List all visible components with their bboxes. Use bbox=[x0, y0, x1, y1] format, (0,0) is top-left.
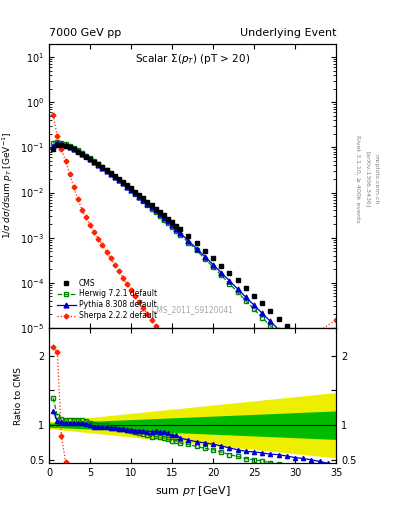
Y-axis label: $1/\sigma\;d\sigma/d\mathrm{sum}\;p_T\;[\mathrm{GeV}^{-1}]$: $1/\sigma\;d\sigma/d\mathrm{sum}\;p_T\;[… bbox=[0, 132, 15, 240]
Sherpa 2.2.2 default bbox=[165, 340, 170, 346]
Sherpa 2.2.2 default bbox=[63, 158, 68, 164]
Y-axis label: Ratio to CMS: Ratio to CMS bbox=[14, 367, 23, 424]
Sherpa 2.2.2 default bbox=[174, 351, 178, 357]
Legend: CMS, Herwig 7.2.1 default, Pythia 8.308 default, Sherpa 2.2.2 default: CMS, Herwig 7.2.1 default, Pythia 8.308 … bbox=[53, 275, 161, 324]
CMS bbox=[202, 248, 207, 254]
Sherpa 2.2.2 default bbox=[133, 293, 138, 299]
Line: Sherpa 2.2.2 default: Sherpa 2.2.2 default bbox=[51, 113, 338, 443]
Pythia 8.308 default bbox=[325, 376, 330, 382]
Sherpa 2.2.2 default bbox=[141, 305, 146, 311]
Line: CMS: CMS bbox=[51, 142, 338, 374]
Sherpa 2.2.2 default bbox=[92, 229, 97, 235]
Sherpa 2.2.2 default bbox=[149, 317, 154, 323]
Sherpa 2.2.2 default bbox=[100, 242, 105, 248]
Herwig 7.2.1 default bbox=[227, 281, 232, 287]
Pythia 8.308 default bbox=[100, 165, 105, 171]
Pythia 8.308 default bbox=[121, 180, 125, 186]
Sherpa 2.2.2 default bbox=[235, 427, 240, 433]
Sherpa 2.2.2 default bbox=[227, 418, 232, 424]
Sherpa 2.2.2 default bbox=[112, 262, 117, 268]
Pythia 8.308 default bbox=[51, 143, 55, 149]
Sherpa 2.2.2 default bbox=[116, 268, 121, 274]
Sherpa 2.2.2 default bbox=[55, 133, 60, 139]
Sherpa 2.2.2 default bbox=[75, 196, 80, 202]
CMS bbox=[227, 270, 232, 276]
Sherpa 2.2.2 default bbox=[260, 429, 264, 435]
Sherpa 2.2.2 default bbox=[108, 255, 113, 261]
CMS bbox=[51, 146, 55, 153]
Sherpa 2.2.2 default bbox=[194, 378, 199, 384]
Sherpa 2.2.2 default bbox=[72, 184, 76, 190]
Sherpa 2.2.2 default bbox=[276, 425, 281, 431]
Sherpa 2.2.2 default bbox=[59, 146, 64, 152]
Herwig 7.2.1 default bbox=[121, 180, 125, 186]
Sherpa 2.2.2 default bbox=[301, 338, 306, 345]
Pythia 8.308 default bbox=[116, 177, 121, 183]
CMS bbox=[116, 176, 121, 182]
Sherpa 2.2.2 default bbox=[104, 248, 109, 254]
Text: CMS_2011_S9120041: CMS_2011_S9120041 bbox=[152, 305, 233, 314]
Text: Rivet 3.1.10, ≥ 400k events: Rivet 3.1.10, ≥ 400k events bbox=[356, 135, 361, 223]
Sherpa 2.2.2 default bbox=[145, 311, 150, 317]
Sherpa 2.2.2 default bbox=[153, 323, 158, 329]
CMS bbox=[55, 142, 60, 148]
Text: mcplots.cern.ch: mcplots.cern.ch bbox=[373, 154, 378, 204]
CMS bbox=[334, 368, 338, 374]
Sherpa 2.2.2 default bbox=[211, 399, 215, 405]
Herwig 7.2.1 default bbox=[51, 140, 55, 146]
Sherpa 2.2.2 default bbox=[129, 287, 134, 293]
Sherpa 2.2.2 default bbox=[88, 222, 92, 228]
Sherpa 2.2.2 default bbox=[158, 329, 162, 335]
Text: Scalar $\Sigma(p_T)$ (pT > 20): Scalar $\Sigma(p_T)$ (pT > 20) bbox=[135, 52, 250, 66]
Text: [arXiv:1306.3436]: [arXiv:1306.3436] bbox=[365, 151, 371, 207]
Sherpa 2.2.2 default bbox=[79, 206, 84, 212]
Herwig 7.2.1 default bbox=[55, 139, 60, 145]
Pythia 8.308 default bbox=[334, 385, 338, 391]
Sherpa 2.2.2 default bbox=[121, 274, 125, 281]
CMS bbox=[121, 179, 125, 185]
Sherpa 2.2.2 default bbox=[96, 236, 101, 242]
Herwig 7.2.1 default bbox=[325, 383, 330, 390]
Sherpa 2.2.2 default bbox=[202, 389, 207, 395]
Sherpa 2.2.2 default bbox=[170, 346, 174, 352]
Herwig 7.2.1 default bbox=[334, 392, 338, 398]
Sherpa 2.2.2 default bbox=[162, 334, 166, 340]
Sherpa 2.2.2 default bbox=[334, 317, 338, 323]
Sherpa 2.2.2 default bbox=[51, 112, 55, 118]
Herwig 7.2.1 default bbox=[202, 255, 207, 262]
CMS bbox=[325, 361, 330, 367]
Pythia 8.308 default bbox=[202, 253, 207, 260]
X-axis label: sum $p_T$ [GeV]: sum $p_T$ [GeV] bbox=[155, 484, 230, 498]
Sherpa 2.2.2 default bbox=[285, 407, 289, 413]
Sherpa 2.2.2 default bbox=[219, 409, 224, 415]
Text: 7000 GeV pp: 7000 GeV pp bbox=[49, 28, 121, 38]
Sherpa 2.2.2 default bbox=[137, 299, 141, 305]
Sherpa 2.2.2 default bbox=[125, 281, 129, 287]
Herwig 7.2.1 default bbox=[116, 177, 121, 183]
Sherpa 2.2.2 default bbox=[268, 439, 273, 445]
Sherpa 2.2.2 default bbox=[244, 410, 248, 416]
Line: Herwig 7.2.1 default: Herwig 7.2.1 default bbox=[51, 140, 338, 398]
Pythia 8.308 default bbox=[227, 278, 232, 284]
CMS bbox=[100, 164, 105, 170]
Sherpa 2.2.2 default bbox=[178, 356, 183, 362]
Sherpa 2.2.2 default bbox=[186, 367, 191, 373]
Sherpa 2.2.2 default bbox=[84, 215, 88, 221]
Pythia 8.308 default bbox=[55, 140, 60, 146]
Sherpa 2.2.2 default bbox=[67, 170, 72, 177]
Text: Underlying Event: Underlying Event bbox=[239, 28, 336, 38]
Sherpa 2.2.2 default bbox=[252, 410, 256, 416]
Herwig 7.2.1 default bbox=[100, 164, 105, 170]
Line: Pythia 8.308 default: Pythia 8.308 default bbox=[51, 141, 338, 390]
